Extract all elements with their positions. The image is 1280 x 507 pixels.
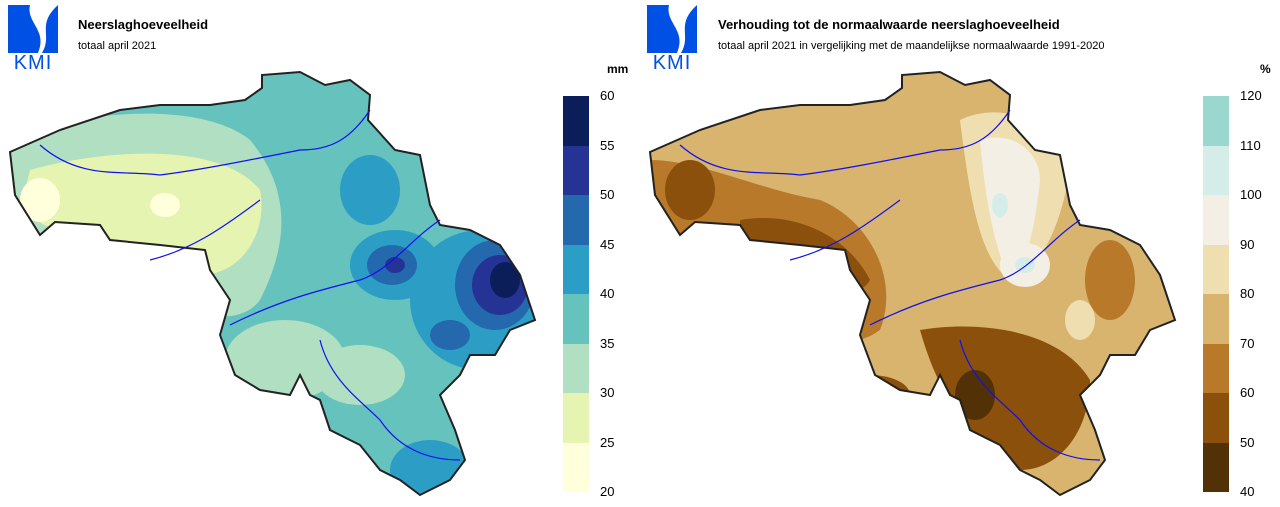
legend-tick: 25 bbox=[600, 434, 615, 450]
legend-tick: 90 bbox=[1240, 236, 1255, 252]
right-color-legend bbox=[1203, 96, 1229, 492]
legend-tick: 120 bbox=[1240, 88, 1262, 103]
legend-swatch bbox=[1203, 195, 1229, 245]
legend-swatch bbox=[563, 96, 589, 146]
legend-tick: 55 bbox=[600, 137, 615, 153]
legend-swatch bbox=[563, 343, 589, 393]
legend-swatch bbox=[1203, 96, 1229, 146]
right-unit: % bbox=[1260, 62, 1271, 76]
legend-swatch bbox=[563, 145, 589, 195]
legend-swatch bbox=[1203, 244, 1229, 294]
legend-tick: 60 bbox=[600, 88, 615, 103]
left-unit: mm bbox=[607, 62, 629, 76]
legend-swatch bbox=[563, 294, 589, 344]
left-subtitle: totaal april 2021 bbox=[78, 40, 157, 52]
legend-tick: 70 bbox=[1240, 335, 1255, 351]
logo-text: KMI bbox=[13, 52, 53, 74]
legend-swatch bbox=[1203, 145, 1229, 195]
legend-tick: 30 bbox=[600, 385, 615, 400]
rivers-right bbox=[679, 109, 1101, 461]
legend-tick: 40 bbox=[1240, 484, 1255, 499]
legend-swatch bbox=[1203, 393, 1229, 443]
legend-tick: 40 bbox=[600, 286, 615, 301]
legend-tick: 20 bbox=[600, 484, 615, 499]
legend-tick: 35 bbox=[600, 335, 615, 351]
legend-tick: 100 bbox=[1240, 187, 1262, 202]
left-title: Neerslaghoeveelheid bbox=[78, 17, 209, 32]
legend-swatch bbox=[563, 244, 589, 294]
precipitation-map bbox=[10, 72, 535, 495]
rivers-left bbox=[39, 109, 461, 461]
kmi-logo: KMI bbox=[647, 5, 697, 73]
legend-tick: 60 bbox=[1240, 385, 1255, 400]
legend-tick: 50 bbox=[600, 187, 615, 202]
legend-swatch bbox=[563, 393, 589, 443]
logo-text: KMI bbox=[652, 52, 692, 74]
legend-tick: 110 bbox=[1240, 137, 1261, 153]
legend-swatch bbox=[1203, 442, 1229, 492]
right-title: Verhouding tot de normaalwaarde neerslag… bbox=[718, 17, 1060, 32]
legend-swatch bbox=[563, 195, 589, 245]
legend-tick: 45 bbox=[600, 236, 615, 252]
right-subtitle: totaal april 2021 in vergelijking met de… bbox=[718, 40, 1105, 52]
legend-tick: 80 bbox=[1240, 286, 1255, 301]
kmi-logo: KMI bbox=[8, 5, 58, 73]
ratio-map bbox=[650, 72, 1175, 495]
legend-swatch bbox=[563, 442, 589, 492]
legend-tick: 50 bbox=[1240, 434, 1255, 450]
legend-swatch bbox=[1203, 294, 1229, 344]
left-color-legend bbox=[563, 96, 589, 492]
legend-swatch bbox=[1203, 343, 1229, 393]
